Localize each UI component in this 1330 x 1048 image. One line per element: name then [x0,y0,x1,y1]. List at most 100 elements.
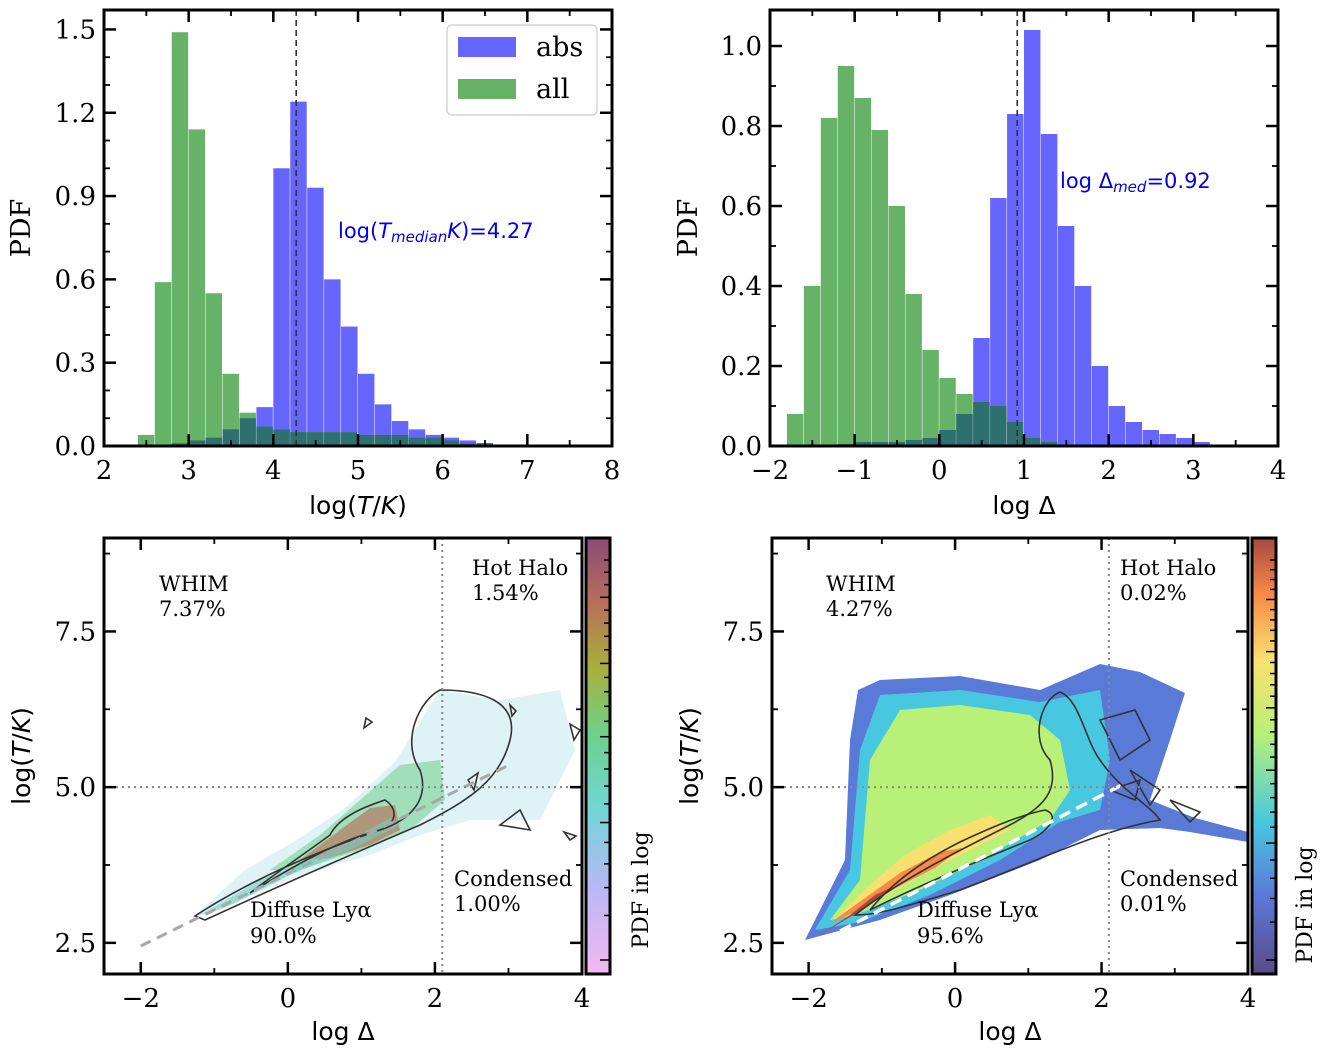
y-tick-label: 2.5 [55,929,96,959]
bar-overlap [374,434,392,446]
bar-all [222,373,239,446]
phase-all-colorbar-ticks [1266,559,1276,961]
bar-overlap [341,432,358,446]
bar-overlap [973,402,990,446]
bar-overlap [956,414,973,446]
bar-abs [1176,438,1193,446]
bar-all [922,350,939,446]
phase-absorbers-region-whim: WHIM 7.37% [159,572,229,621]
temperature-median-annotation: log(TmedianK)=4.27 [338,219,534,246]
bar-overlap [905,440,922,446]
x-tick-label: 3 [180,456,197,486]
temperature-legend: abs all [446,24,598,116]
bar-abs [1074,286,1092,446]
bar-all [154,282,172,446]
bar-abs [290,101,307,446]
x-tick-label: 2 [1093,984,1110,1014]
phase-absorbers-plot-frame [102,536,584,976]
phase-diagram-absorbers-density [192,689,582,921]
phase-all-region-condensed: Condensed 0.01% [1120,867,1238,916]
bar-overlap [358,434,375,446]
phase-absorbers-y-axis-label: log(T/K) [7,707,36,805]
bar-abs [324,279,341,446]
bar-all [871,130,889,446]
bar-all [786,414,804,446]
legend-swatch-all [458,79,516,99]
bar-overlap [205,437,223,446]
phase-all-region-whim: WHIM 4.27% [826,572,896,621]
x-tick-label: 7 [519,456,536,486]
bar-overlap [1024,438,1041,446]
x-tick-label: −1 [836,456,874,486]
bar-overlap [256,426,273,446]
y-tick-label: 0.9 [55,182,96,212]
bar-overlap [239,418,256,446]
bar-all [837,66,855,446]
bar-overlap [990,406,1007,446]
x-tick-label: 6 [434,456,451,486]
y-tick-label: 0.8 [721,112,762,142]
y-tick-label: 0.6 [721,192,762,222]
bar-all [939,378,956,446]
bar-abs [1040,134,1058,446]
x-tick-label: 0 [931,456,948,486]
bar-overlap [939,430,956,446]
bar-abs [1108,406,1126,446]
overdensity-y-axis-label: PDF [673,199,704,258]
temperature-histogram-panel: 2 3 4 5 6 7 8 0.0 0.3 0.6 0.9 1.2 1.5 abs all log(Tm… [6,8,620,520]
temperature-histogram-bars [137,32,493,447]
phase-absorbers-region-condensed: Condensed 1.00% [454,867,572,916]
x-tick-label: 2 [1100,456,1117,486]
bar-abs [1125,422,1143,446]
bar-all [803,286,821,446]
bar-all [888,206,905,446]
x-tick-label: 2 [427,984,444,1014]
y-tick-label: 1.0 [721,32,762,62]
y-tick-label: 5.0 [723,773,764,803]
x-tick-label: 4 [1270,456,1287,486]
bar-overlap [442,440,460,446]
phase-absorbers-region-diffuse: Diffuse Lyα 90.0% [250,898,372,948]
x-tick-label: −2 [122,984,160,1014]
phase-diagram-all-panel: −2 0 2 4 2.5 5.0 7.5 WHIM 4.27% Hot Halo 0.02% D… [675,536,1318,1046]
legend-label-abs: abs [536,32,583,63]
overdensity-histogram-panel: −2 −1 0 1 2 3 4 0.0 0.2 0.4 0.6 0.8 1.0 log Δmed=0.9… [673,8,1287,520]
x-tick-label: 0 [947,984,964,1014]
bar-abs [341,326,358,446]
y-tick-label: 0.0 [55,432,96,462]
bar-overlap [222,429,239,446]
bar-all [171,32,189,447]
overdensity-histogram-bars [786,30,1210,446]
phase-diagram-all-density [805,664,1248,940]
y-tick-label: 0.6 [55,265,96,295]
x-tick-label: 1 [1016,456,1033,486]
phase-absorbers-fit-line [140,763,510,948]
legend-label-all: all [536,74,569,105]
bar-abs [358,373,375,446]
bar-overlap [1040,442,1058,446]
bar-overlap [425,437,443,446]
x-tick-label: 5 [350,456,367,486]
phase-absorbers-region-hot-halo: Hot Halo 1.54% [472,556,568,605]
phase-diagram-absorbers-panel: −2 0 2 4 2.5 5.0 7.5 WHIM 7.37% Hot Halo 1.54% D… [7,536,654,1046]
bar-overlap [1007,422,1024,446]
overdensity-x-axis-label: log Δ [992,491,1055,520]
y-tick-label: 1.2 [55,99,96,129]
bar-overlap [188,440,206,446]
phase-all-region-hot-halo: Hot Halo 0.02% [1120,556,1216,605]
bar-overlap [922,438,939,446]
x-tick-label: 4 [265,456,282,486]
bar-all [854,98,872,446]
bar-all [905,294,922,446]
phase-absorbers-colorbar-ticks [600,559,610,961]
bar-all [188,129,206,447]
phase-absorbers-x-axis-label: log Δ [311,1017,374,1046]
bar-overlap [871,442,889,446]
bar-abs [1007,114,1024,446]
x-tick-label: 4 [574,984,591,1014]
y-tick-label: 0.3 [55,349,96,379]
y-tick-label: 7.5 [723,617,764,647]
phase-all-colorbar [1250,536,1278,976]
y-tick-label: 5.0 [55,773,96,803]
